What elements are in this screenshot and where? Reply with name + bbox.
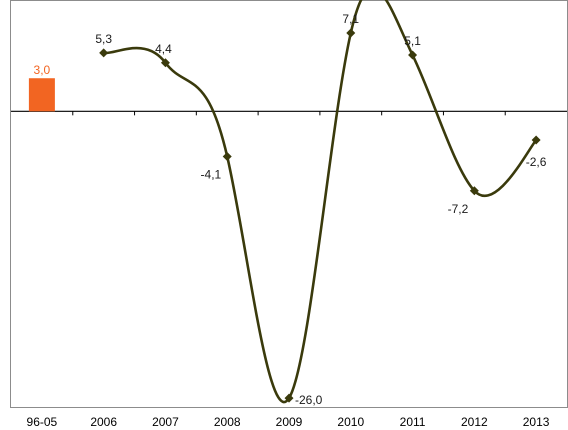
point-2011 bbox=[408, 50, 418, 60]
point-2007 bbox=[160, 58, 170, 68]
data-label-2008: -4,1 bbox=[201, 168, 222, 182]
data-label-2007: 4,4 bbox=[155, 42, 172, 56]
line-series bbox=[99, 0, 541, 404]
data-label-2010: 7,1 bbox=[342, 12, 359, 26]
point-2010 bbox=[346, 28, 356, 38]
data-label-2011: 5,1 bbox=[404, 34, 421, 48]
x-tick-label: 2007 bbox=[152, 415, 179, 429]
bar-data-label: 3,0 bbox=[34, 63, 51, 77]
x-axis: 96-05 2006 2007 2008 2009 2010 2011 2012 2013 bbox=[11, 110, 567, 429]
data-label-2006: 5,3 bbox=[95, 32, 112, 46]
x-tick-label: 2011 bbox=[400, 415, 426, 429]
data-label-2012: -7,2 bbox=[448, 202, 469, 216]
point-2013 bbox=[531, 135, 541, 145]
x-tick-label: 2013 bbox=[523, 415, 550, 429]
series-line-0 bbox=[103, 0, 538, 404]
data-labels: 3,0 5,3 4,4 -4,1 -26,0 7,1 5,1 -7,2 -2,6 bbox=[34, 12, 547, 407]
x-tick-label: 2006 bbox=[90, 415, 117, 429]
x-tick-label: 2009 bbox=[276, 415, 303, 429]
point-2008 bbox=[222, 152, 232, 162]
point-2006 bbox=[99, 48, 109, 58]
x-tick-label: 2012 bbox=[461, 415, 488, 429]
data-label-2009: -26,0 bbox=[295, 393, 323, 407]
x-tick-label: 2010 bbox=[337, 415, 364, 429]
x-tick-label: 2008 bbox=[214, 415, 241, 429]
x-tick-label: 96-05 bbox=[27, 415, 58, 429]
point-2012 bbox=[469, 186, 479, 196]
bar-96-05 bbox=[28, 78, 55, 112]
point-2009 bbox=[284, 393, 294, 403]
plot-frame bbox=[10, 0, 568, 408]
data-label-2013: -2,6 bbox=[526, 155, 547, 169]
bar-series bbox=[28, 78, 55, 112]
